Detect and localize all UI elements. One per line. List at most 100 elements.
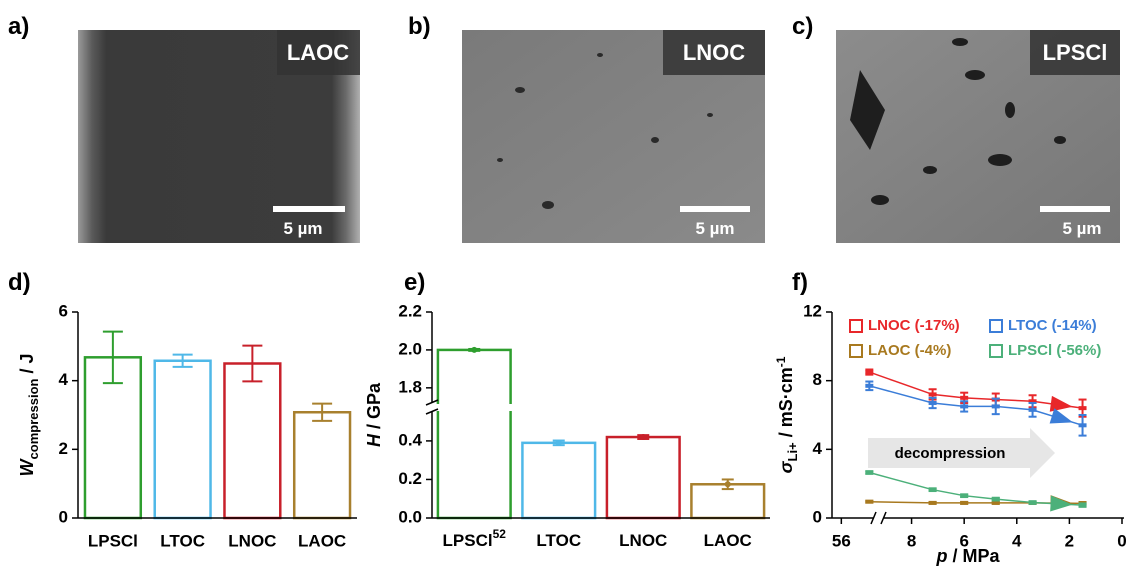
x-tick-label: 56 bbox=[832, 531, 851, 550]
series-point bbox=[865, 370, 874, 375]
series-point bbox=[991, 404, 1000, 409]
series-line bbox=[869, 471, 1083, 506]
sem-pores bbox=[497, 53, 713, 209]
y-tick-label: 4 bbox=[59, 370, 69, 389]
x-tick-label: LPSCl bbox=[88, 531, 138, 550]
y-axis-label-unit: / J bbox=[17, 354, 37, 379]
x-axis-label: p / MPa bbox=[935, 546, 1000, 566]
bar-point bbox=[555, 439, 562, 446]
sem-pores bbox=[850, 38, 1066, 205]
legend-label: LTOC (-14%) bbox=[1008, 317, 1097, 334]
image-label: LNOC bbox=[683, 40, 745, 65]
series-point bbox=[991, 500, 1000, 505]
y-axis-label-symbol: H bbox=[364, 433, 384, 447]
series-point bbox=[928, 500, 937, 505]
bar-point bbox=[640, 434, 647, 441]
series-point bbox=[1028, 407, 1037, 412]
x-tick-label: LAOC bbox=[704, 531, 752, 550]
legend-swatch bbox=[989, 344, 1003, 358]
legend-swatch bbox=[849, 319, 863, 333]
image-label-box bbox=[277, 30, 360, 75]
axis-break bbox=[870, 511, 877, 525]
axis-break bbox=[425, 408, 439, 415]
y-tick-label: 0.4 bbox=[398, 430, 422, 449]
annotation-arrow bbox=[868, 428, 1055, 478]
bar bbox=[83, 356, 143, 520]
y-axis-label: σLi+ / mS·cm-1 bbox=[774, 356, 800, 473]
series-point bbox=[1078, 423, 1087, 428]
series-line bbox=[869, 371, 1083, 409]
annotation: decompression bbox=[895, 445, 1006, 462]
image-label: LPSCl bbox=[1043, 40, 1108, 65]
scale-bar bbox=[680, 206, 750, 212]
series-point bbox=[960, 500, 969, 505]
bar bbox=[605, 435, 681, 520]
y-tick-label: 0.2 bbox=[398, 469, 422, 488]
y-axis-label-sub: compression bbox=[26, 378, 41, 459]
bar bbox=[292, 411, 352, 520]
panel-label: d) bbox=[8, 269, 31, 296]
bar-point bbox=[724, 481, 731, 488]
series-point bbox=[960, 404, 969, 409]
x-tick-label: LAOC bbox=[298, 531, 346, 550]
x-axis-label-symbol: p bbox=[935, 546, 947, 566]
y-tick-label: 8 bbox=[813, 370, 822, 389]
y-axis-label-unit: / mS·cm bbox=[776, 367, 796, 442]
series-point bbox=[928, 487, 937, 492]
x-tick-label: 2 bbox=[1065, 531, 1074, 550]
legend-swatch bbox=[989, 319, 1003, 333]
x-tick-label: LTOC bbox=[536, 531, 581, 550]
sem-images: LAOC LNOC LPSCl 5 µm 5 µm 5 µm a) b) c) bbox=[8, 13, 1120, 243]
x-tick-label-text: LAOC bbox=[704, 531, 752, 550]
y-axis-label-sup: -1 bbox=[774, 356, 788, 367]
series-point bbox=[865, 470, 874, 475]
series-arrowhead bbox=[1049, 408, 1073, 424]
series-point bbox=[928, 392, 937, 397]
x-tick-label-text: LPSCl bbox=[443, 531, 493, 550]
y-axis-label-sub: Li+ bbox=[785, 442, 800, 462]
scale-bar bbox=[273, 206, 345, 212]
y-tick-label: 0 bbox=[59, 507, 68, 526]
panel-label: f) bbox=[792, 269, 808, 296]
y-tick-label: 0.0 bbox=[398, 507, 422, 526]
bar-point bbox=[471, 346, 478, 353]
panel-label: a) bbox=[8, 13, 29, 40]
series-line bbox=[869, 385, 1083, 427]
legend-label: LPSCl (-56%) bbox=[1008, 342, 1101, 359]
legend-label: LNOC (-17%) bbox=[868, 317, 960, 334]
y-tick-label: 12 bbox=[803, 301, 822, 320]
error-bar bbox=[102, 330, 123, 385]
error-bar bbox=[242, 344, 263, 383]
panel-label: e) bbox=[404, 269, 425, 296]
axis-break bbox=[425, 399, 439, 406]
y-tick-label: 1.8 bbox=[398, 377, 422, 396]
y-tick-label: 2.0 bbox=[398, 339, 422, 358]
series-arrowhead bbox=[1049, 395, 1073, 412]
image-label: LAOC bbox=[287, 40, 349, 65]
x-tick-label: 4 bbox=[1012, 531, 1022, 550]
scale-bar bbox=[1040, 206, 1110, 212]
y-tick-label: 2 bbox=[59, 439, 68, 458]
axis-break-gap bbox=[424, 404, 770, 411]
axis-break bbox=[880, 511, 887, 525]
scale-bar-label: 5 µm bbox=[283, 219, 322, 238]
y-axis-label-symbol: σ bbox=[776, 460, 796, 473]
series-point bbox=[960, 395, 969, 400]
bar bbox=[521, 441, 597, 520]
y-axis-label: H / GPa bbox=[364, 382, 384, 447]
series-point bbox=[1028, 500, 1037, 505]
series-point bbox=[960, 493, 969, 498]
y-axis-label-symbol: W bbox=[17, 457, 37, 476]
y-tick-label: 0 bbox=[813, 507, 822, 526]
x-tick-label: 0 bbox=[1117, 531, 1126, 550]
x-axis-label-unit: / MPa bbox=[947, 546, 1000, 566]
panel-label: c) bbox=[792, 13, 813, 40]
x-tick-label: 6 bbox=[959, 531, 968, 550]
scale-bar-label: 5 µm bbox=[1062, 219, 1101, 238]
series-point bbox=[865, 499, 874, 504]
image-label-box bbox=[1030, 30, 1120, 75]
x-tick-label-text: LNOC bbox=[619, 531, 667, 550]
y-tick-label: 4 bbox=[813, 439, 823, 458]
legend-label: LAOC (-4%) bbox=[868, 342, 951, 359]
